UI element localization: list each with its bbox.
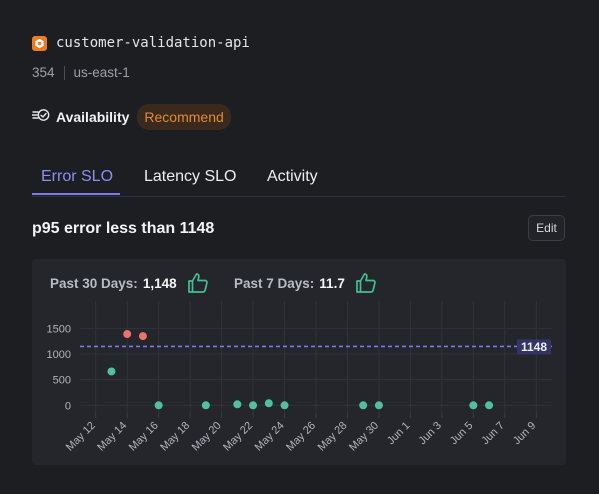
service-region: us-east-1 [73,65,130,80]
x-tick-label: May 24 [253,420,287,454]
data-point[interactable] [359,401,368,410]
data-point[interactable] [485,401,494,410]
x-tick-label: May 18 [158,420,192,454]
y-tick-label: 500 [53,375,71,387]
data-point[interactable] [107,367,116,376]
data-point-breach[interactable] [123,330,132,339]
stat-label: Past 30 Days: [50,275,138,291]
data-point[interactable] [233,400,242,409]
service-meta: 354 us-east-1 [32,65,130,80]
x-tick-label: May 28 [316,420,350,454]
thumbs-up-icon [355,273,376,293]
slo-title: p95 error less than 1148 [32,220,215,237]
threshold-label-box [517,339,551,355]
active-tab-indicator [32,193,120,195]
y-tick-label: 1000 [47,349,71,361]
data-points [107,330,494,410]
x-tick-label: May 14 [95,420,129,454]
data-point[interactable] [201,401,210,410]
service-hexagon-icon [32,35,47,51]
availability-row: Availability Recommend [31,104,231,130]
x-tick-label: May 12 [64,420,98,454]
x-tick-label: Jun 1 [385,420,413,448]
y-tick-label: 1500 [47,323,71,335]
data-point-breach[interactable] [138,332,147,341]
x-tick-label: Jun 9 [511,420,539,448]
service-id: 354 [32,65,55,80]
threshold-line: 1148 [80,339,552,355]
x-tick-label: Jun 3 [416,420,444,448]
service-name: customer-validation-api [56,35,250,51]
tab-bar: Error SLO Latency SLO Activity [32,158,566,197]
tab-activity[interactable]: Activity [267,168,318,185]
x-tick-label: May 20 [190,420,224,454]
stat-past-7-days: Past 7 Days: 11.7 [234,271,378,295]
recommend-badge[interactable]: Recommend [137,104,231,130]
service-header: customer-validation-api [32,35,250,51]
tab-latency-slo[interactable]: Latency SLO [144,168,237,185]
threshold-label: 1148 [521,340,547,354]
y-axis-ticks: 0 500 1000 1500 [47,323,71,412]
x-tick-label: Jun 7 [479,420,507,448]
data-point[interactable] [374,401,383,410]
availability-check-icon [31,108,50,127]
data-point[interactable] [264,399,273,408]
stat-label: Past 7 Days: [234,275,315,291]
availability-label: Availability [56,109,130,125]
edit-button[interactable]: Edit [528,215,565,241]
tab-error-slo[interactable]: Error SLO [41,168,114,185]
stat-value: 11.7 [319,275,345,291]
x-tick-label: May 26 [284,420,318,454]
data-point[interactable] [154,401,163,410]
stat-past-30-days: Past 30 Days: 1,148 [50,271,210,295]
x-tick-label: May 16 [127,420,161,454]
x-tick-label: May 30 [347,420,381,454]
data-point[interactable] [280,401,289,410]
x-tick-label: Jun 5 [448,420,476,448]
y-tick-label: 0 [65,400,71,412]
data-point[interactable] [469,401,478,410]
slo-chart-panel: Past 30 Days: 1,148 Past 7 Days: 11.7 0 5… [32,259,566,465]
chart-grid [80,301,552,413]
x-tick-label: May 22 [221,420,255,454]
thumbs-up-icon [187,273,208,293]
stat-value: 1,148 [142,275,177,291]
meta-divider [63,65,65,80]
data-point[interactable] [249,401,258,410]
